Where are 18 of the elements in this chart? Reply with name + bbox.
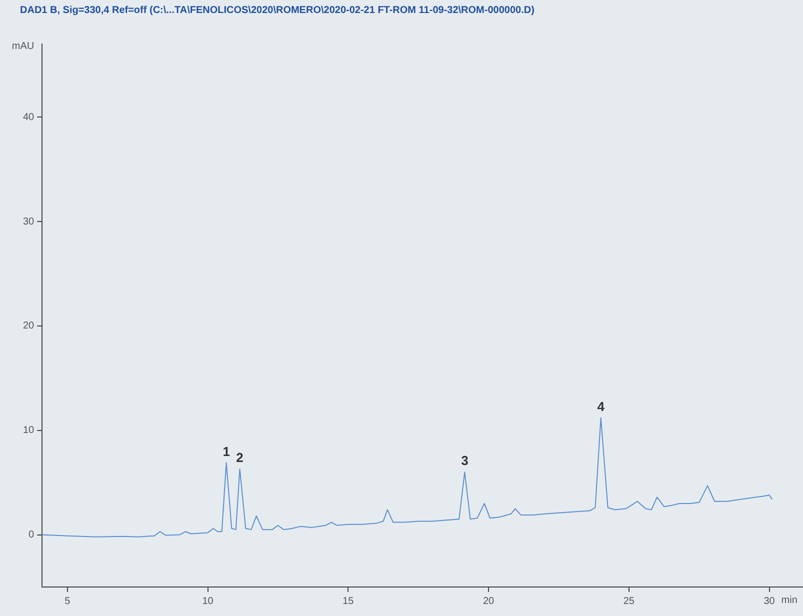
annotation: 4	[597, 398, 606, 414]
annotation: 3	[461, 453, 468, 468]
x-tick-label: 30	[764, 596, 776, 607]
annotation: 2	[236, 450, 244, 466]
y-tick-label: 30	[23, 216, 35, 228]
x-axis-title: min	[781, 594, 798, 606]
x-tick-label: 25	[623, 596, 635, 607]
x-tick-label: 20	[482, 596, 495, 607]
x-tick-label: 10	[202, 596, 214, 607]
y-axis-title: mAU	[12, 40, 34, 52]
annotation: 1	[222, 444, 230, 459]
chart-title: DAD1 B, Sig=330,4 Ref=off (C:\...TA\FENOLICOS\2020\ROMERO\2020-02-21 FT-ROM 11-09-32\ROM-000000.D)	[20, 4, 534, 16]
y-tick-label: 0	[28, 530, 35, 541]
y-tick-label: 20	[23, 320, 35, 332]
y-tick-label: 40	[23, 112, 35, 123]
y-tick-label: 10	[23, 425, 35, 436]
x-tick-label: 5	[64, 596, 71, 607]
x-tick-label: 15	[342, 596, 354, 607]
